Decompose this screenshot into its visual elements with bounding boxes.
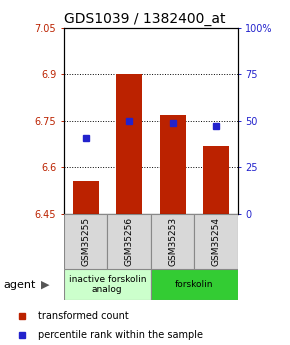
Text: transformed count: transformed count: [38, 311, 129, 321]
Text: percentile rank within the sample: percentile rank within the sample: [38, 330, 203, 339]
Bar: [160, 115, 186, 214]
Bar: [116, 74, 142, 214]
Bar: [194, 214, 238, 269]
Text: agent: agent: [3, 280, 35, 289]
Text: GSM35253: GSM35253: [168, 217, 177, 266]
Text: GSM35256: GSM35256: [124, 217, 134, 266]
Text: GSM35255: GSM35255: [81, 217, 90, 266]
Text: GSM35254: GSM35254: [211, 217, 221, 266]
Text: ▶: ▶: [41, 280, 49, 289]
Text: GDS1039 / 1382400_at: GDS1039 / 1382400_at: [64, 12, 226, 26]
Bar: [72, 181, 99, 214]
Bar: [107, 214, 151, 269]
Bar: [151, 269, 238, 300]
Text: forskolin: forskolin: [175, 280, 213, 289]
Text: inactive forskolin
analog: inactive forskolin analog: [68, 275, 146, 294]
Bar: [64, 214, 107, 269]
Bar: [64, 269, 151, 300]
Bar: [203, 146, 229, 214]
Bar: [151, 214, 194, 269]
